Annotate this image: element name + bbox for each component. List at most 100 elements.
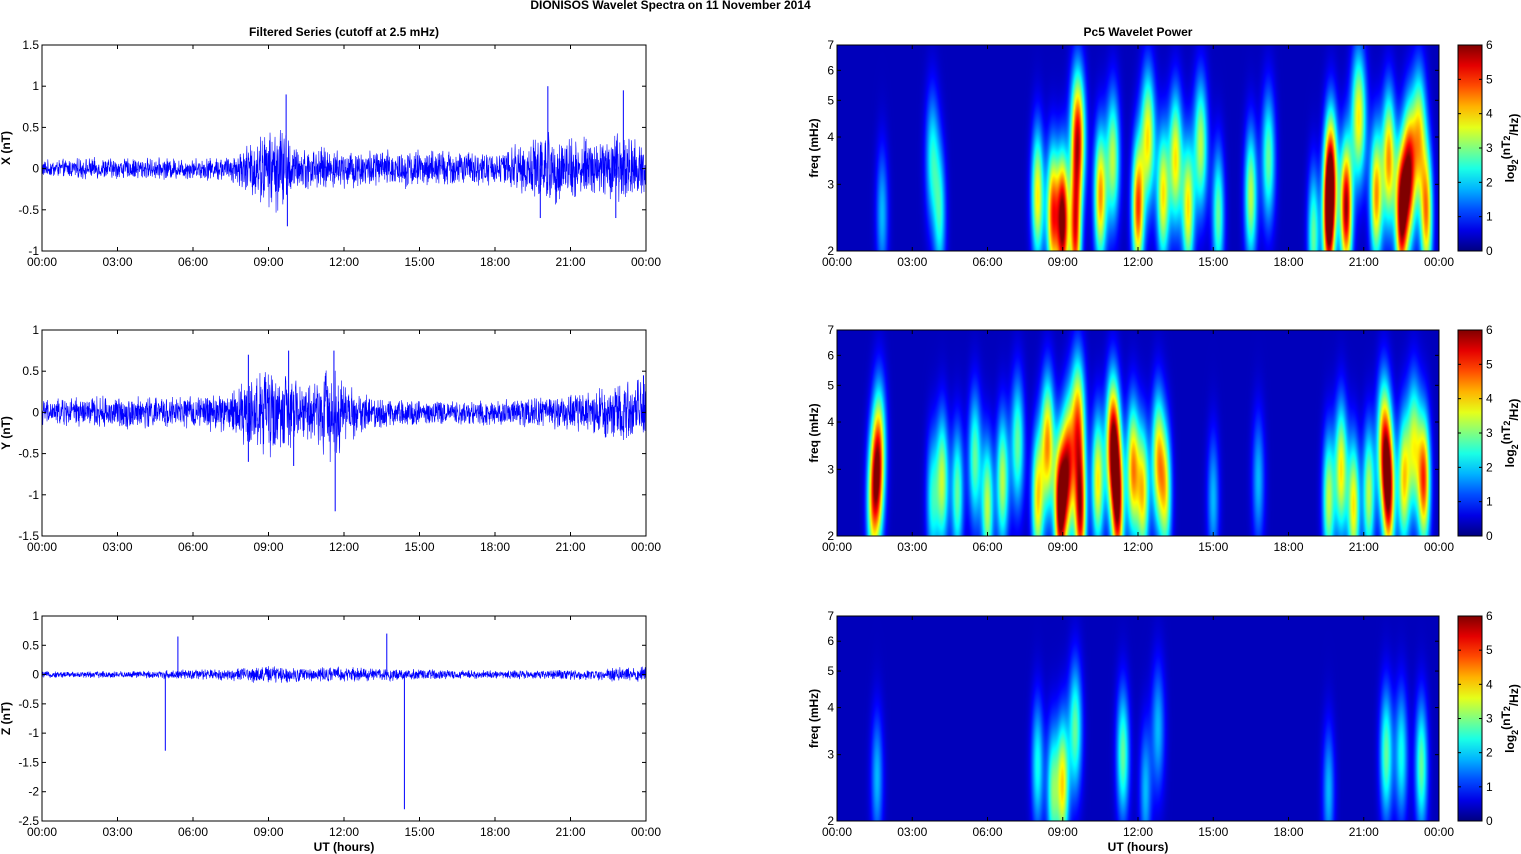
- x-tick-label: 06:00: [972, 825, 1002, 839]
- x-tick-label: 00:00: [1424, 825, 1454, 839]
- x-tick-label: 09:00: [253, 825, 283, 839]
- colorbar-label: log2(nT2/Hz): [1499, 399, 1521, 468]
- y-tick-label: -0.5: [18, 203, 39, 217]
- y-tick-label: 1: [32, 79, 39, 93]
- right-column-title: Pc5 Wavelet Power: [1083, 25, 1193, 39]
- x-tick-label: 06:00: [178, 825, 208, 839]
- colorbar-tick-label: 1: [1486, 495, 1493, 509]
- y-tick-label: 5: [827, 378, 834, 392]
- x-tick-label: 21:00: [555, 540, 585, 554]
- y-tick-label: 1: [32, 323, 39, 337]
- y-tick-label: -0.5: [18, 447, 39, 461]
- x-tick-label: 00:00: [27, 825, 57, 839]
- colorbar-tick-label: 0: [1486, 529, 1493, 543]
- y-tick-label: 7: [827, 323, 834, 337]
- colorbar-tick-label: 3: [1486, 712, 1493, 726]
- x-tick-label: 00:00: [822, 255, 852, 269]
- y-tick-label: 3: [827, 177, 834, 191]
- y-tick-label: 7: [827, 609, 834, 623]
- x-tick-label: 21:00: [555, 825, 585, 839]
- colorbar-tick-label: 0: [1486, 814, 1493, 828]
- colorbar-label: log2(nT2/Hz): [1499, 684, 1521, 753]
- x-axis-label: UT (hours): [1108, 840, 1169, 854]
- x-tick-label: 03:00: [897, 825, 927, 839]
- y-axis-label: Z (nT): [0, 702, 13, 735]
- y-tick-label: 0: [32, 162, 39, 176]
- x-tick-label: 06:00: [178, 255, 208, 269]
- x-tick-label: 18:00: [1273, 255, 1303, 269]
- y-tick-label: 4: [827, 701, 834, 715]
- colorbar-tick-label: 6: [1486, 38, 1493, 52]
- y-tick-label: 2: [827, 244, 834, 258]
- x-tick-label: 18:00: [1273, 825, 1303, 839]
- x-tick-label: 09:00: [253, 255, 283, 269]
- x-tick-label: 12:00: [329, 255, 359, 269]
- x-tick-label: 12:00: [1123, 825, 1153, 839]
- y-tick-label: -1: [28, 244, 39, 258]
- x-tick-label: 00:00: [1424, 255, 1454, 269]
- z-wavelet-heatmap: [837, 616, 1439, 821]
- x-tick-label: 21:00: [1349, 825, 1379, 839]
- x-tick-label: 06:00: [972, 255, 1002, 269]
- x-tick-label: 00:00: [1424, 540, 1454, 554]
- y-tick-label: 6: [827, 634, 834, 648]
- colorbar-tick-label: 4: [1486, 677, 1493, 691]
- x-tick-label: 09:00: [1048, 540, 1078, 554]
- x-tick-label: 00:00: [822, 825, 852, 839]
- x-tick-label: 15:00: [404, 255, 434, 269]
- x-tick-label: 03:00: [102, 540, 132, 554]
- x-tick-label: 09:00: [253, 540, 283, 554]
- y-tick-label: 0.5: [22, 120, 39, 134]
- colorbar-tick-label: 0: [1486, 244, 1493, 258]
- y-tick-label: 3: [827, 462, 834, 476]
- colorbar: [1457, 615, 1483, 822]
- y-series-panel: 10.50-0.5-1-1.500:00 03:00 06:00 09:00 12:00…: [0, 323, 661, 554]
- colorbar: [1457, 44, 1483, 252]
- y-tick-label: 1.5: [22, 38, 39, 52]
- y-tick-label: 3: [827, 748, 834, 762]
- y-axis-label: freq (mHz): [807, 689, 821, 748]
- x-tick-label: 18:00: [1273, 540, 1303, 554]
- x-tick-label: 06:00: [178, 540, 208, 554]
- figure-title: DIONISOS Wavelet Spectra on 11 November …: [530, 0, 811, 12]
- colorbar-tick-label: 3: [1486, 426, 1493, 440]
- x-tick-label: 15:00: [1198, 825, 1228, 839]
- x-tick-label: 15:00: [404, 825, 434, 839]
- y-wavelet-heatmap: [837, 330, 1439, 536]
- colorbar-label: log2(nT2/Hz): [1499, 114, 1521, 183]
- x-tick-label: 03:00: [102, 825, 132, 839]
- x-tick-label: 00:00: [27, 255, 57, 269]
- colorbar-tick-label: 6: [1486, 323, 1493, 337]
- colorbar-tick-label: 4: [1486, 392, 1493, 406]
- left-column-title: Filtered Series (cutoff at 2.5 mHz): [248, 25, 440, 39]
- colorbar: [1457, 329, 1483, 537]
- y-tick-label: 5: [827, 93, 834, 107]
- y-tick-label: 6: [827, 348, 834, 362]
- y-tick-label: 2: [827, 814, 834, 828]
- y-tick-label: 4: [827, 130, 834, 144]
- y-axis-label: freq (mHz): [807, 118, 821, 177]
- x-tick-label: 18:00: [480, 255, 510, 269]
- colorbar-tick-label: 1: [1486, 780, 1493, 794]
- x-tick-label: 18:00: [480, 825, 510, 839]
- x-tick-label: 00:00: [822, 540, 852, 554]
- y-axis-label: Y (nT): [0, 416, 13, 450]
- y-tick-label: 0: [32, 668, 39, 682]
- y-tick-label: -1.5: [18, 529, 39, 543]
- x-series-panel: 1.510.50-0.5-100:00 03:00 06:00 09:00 12:00 1…: [0, 38, 661, 269]
- x-tick-label: 15:00: [1198, 255, 1228, 269]
- y-series-trace: [41, 370, 647, 463]
- colorbar-tick-label: 2: [1486, 460, 1493, 474]
- y-tick-label: 2: [827, 529, 834, 543]
- x-tick-label: 06:00: [972, 540, 1002, 554]
- colorbar-tick-label: 5: [1486, 72, 1493, 86]
- y-tick-label: -1: [28, 726, 39, 740]
- x-tick-label: 12:00: [329, 825, 359, 839]
- x-tick-label: 09:00: [1048, 255, 1078, 269]
- x-tick-label: 00:00: [631, 825, 661, 839]
- x-tick-label: 15:00: [1198, 540, 1228, 554]
- x-tick-label: 12:00: [1123, 540, 1153, 554]
